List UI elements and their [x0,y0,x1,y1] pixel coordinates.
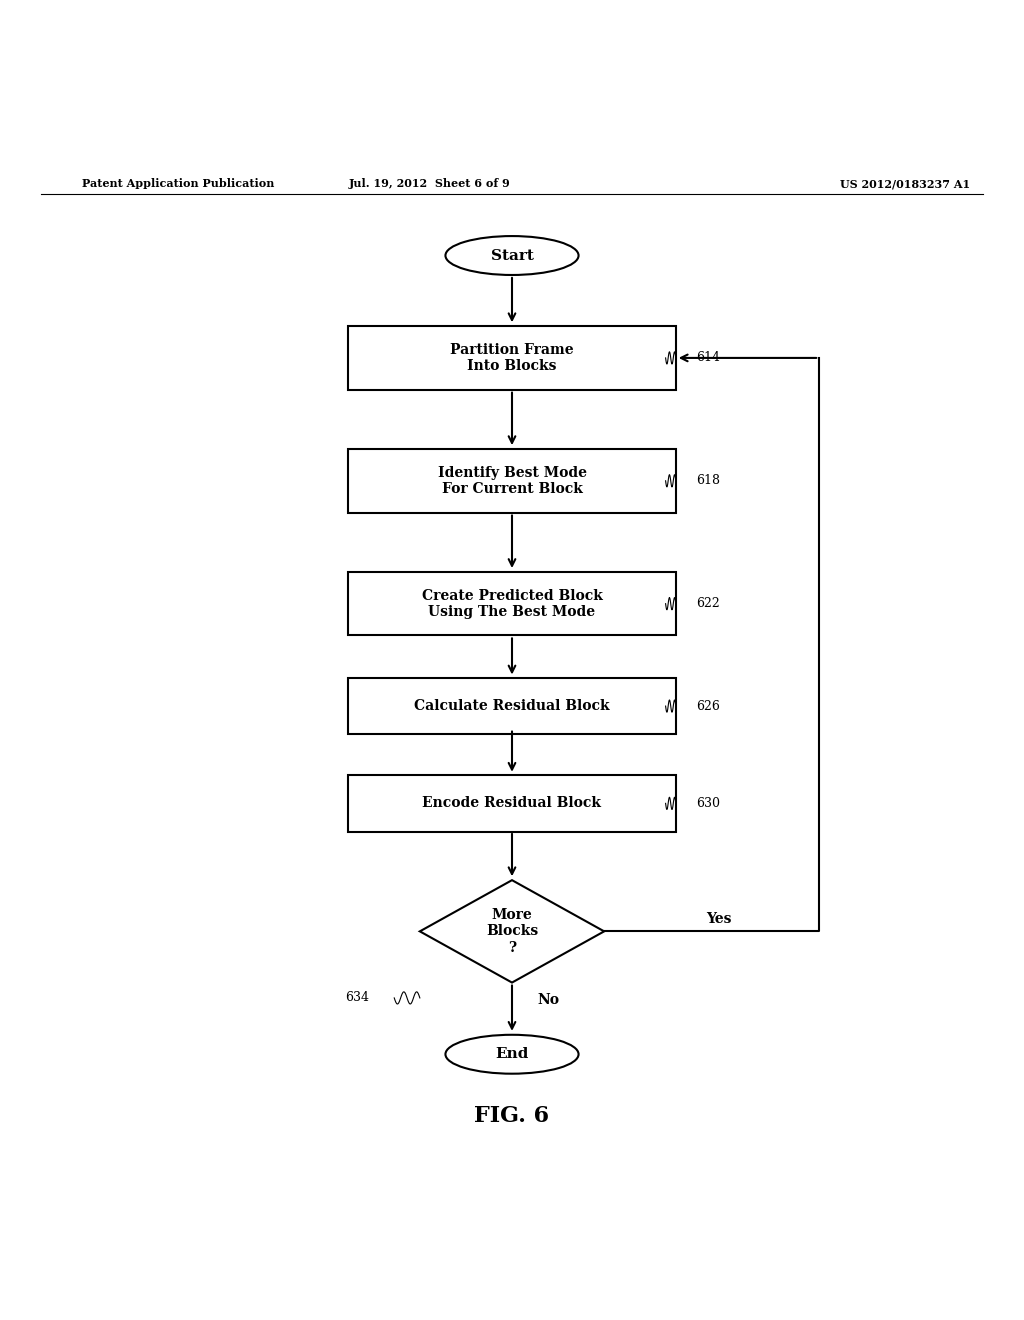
Text: US 2012/0183237 A1: US 2012/0183237 A1 [840,178,970,189]
Text: Yes: Yes [707,912,732,927]
Text: 630: 630 [696,797,720,810]
Text: Partition Frame
Into Blocks: Partition Frame Into Blocks [451,343,573,374]
Text: End: End [496,1047,528,1061]
Text: 634: 634 [345,991,369,1005]
FancyBboxPatch shape [348,678,676,734]
Text: 622: 622 [696,597,720,610]
FancyBboxPatch shape [348,572,676,635]
Text: More
Blocks
?: More Blocks ? [485,908,539,954]
Text: Identify Best Mode
For Current Block: Identify Best Mode For Current Block [437,466,587,496]
Text: Encode Residual Block: Encode Residual Block [423,796,601,810]
Ellipse shape [445,236,579,275]
Text: FIG. 6: FIG. 6 [474,1105,550,1127]
FancyBboxPatch shape [348,775,676,832]
FancyBboxPatch shape [348,326,676,389]
Text: Patent Application Publication: Patent Application Publication [82,178,274,189]
Text: Start: Start [490,248,534,263]
Text: 614: 614 [696,351,720,364]
Text: Jul. 19, 2012  Sheet 6 of 9: Jul. 19, 2012 Sheet 6 of 9 [349,178,511,189]
Text: No: No [538,993,559,1007]
Text: Calculate Residual Block: Calculate Residual Block [414,700,610,713]
Text: 626: 626 [696,700,720,713]
Text: Create Predicted Block
Using The Best Mode: Create Predicted Block Using The Best Mo… [422,589,602,619]
Polygon shape [420,880,604,982]
Text: 618: 618 [696,474,720,487]
Ellipse shape [445,1035,579,1073]
FancyBboxPatch shape [348,449,676,512]
